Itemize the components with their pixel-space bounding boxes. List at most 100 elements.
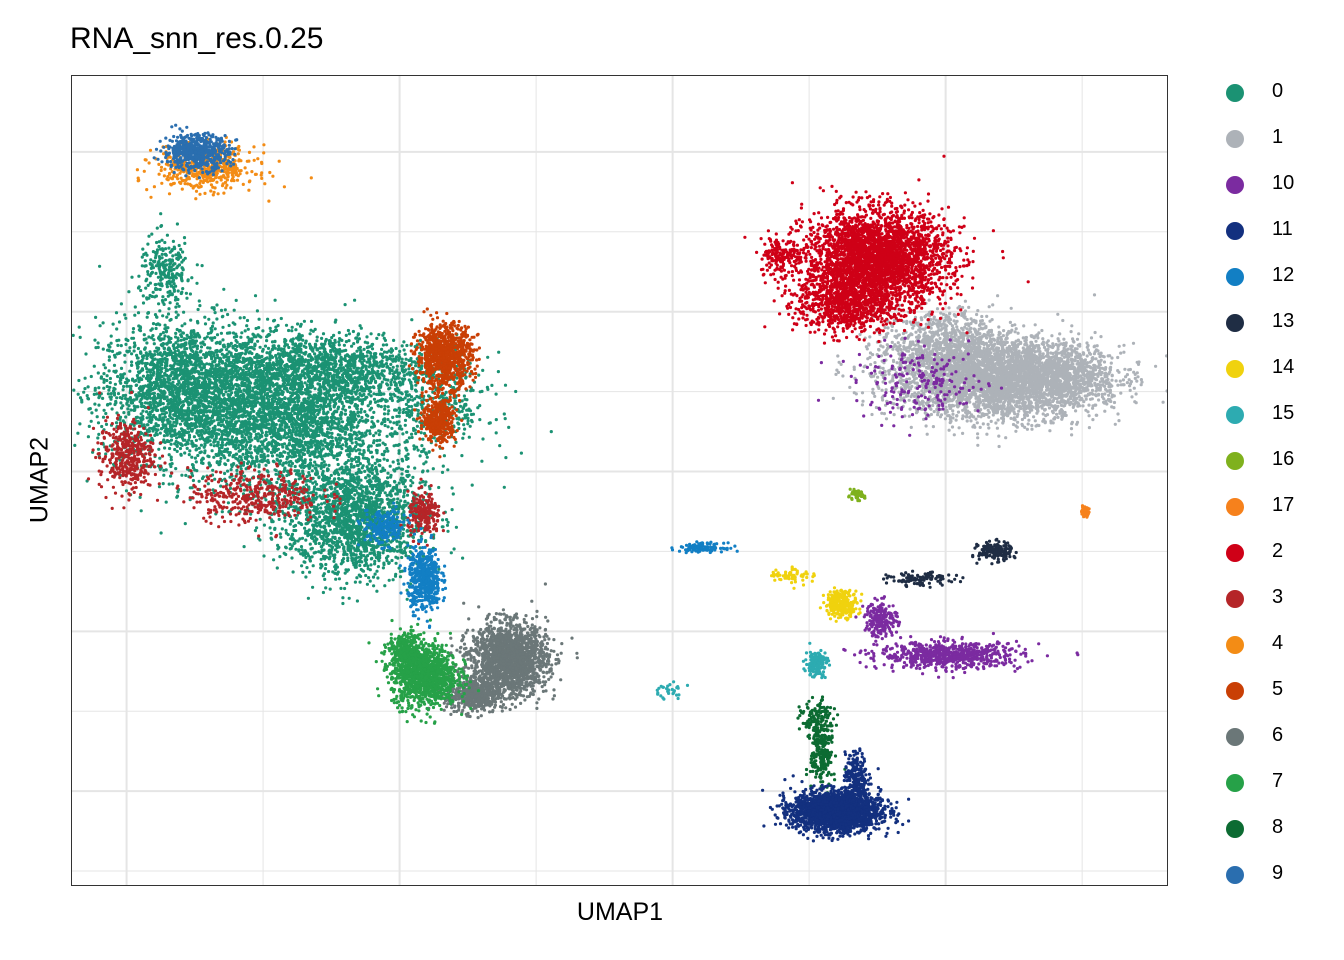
point: [169, 475, 172, 478]
point: [245, 443, 248, 446]
point: [139, 496, 142, 499]
point: [184, 522, 187, 525]
point: [246, 405, 249, 408]
point: [376, 458, 379, 461]
point: [232, 331, 235, 334]
point: [372, 411, 375, 414]
point: [187, 391, 190, 394]
point: [191, 445, 194, 448]
point: [141, 410, 144, 413]
point: [336, 452, 339, 455]
point: [187, 374, 190, 377]
point: [174, 350, 177, 353]
point: [173, 430, 176, 433]
point: [302, 445, 305, 448]
point: [257, 326, 260, 329]
point: [97, 341, 100, 344]
point: [254, 437, 257, 440]
point: [319, 453, 322, 456]
point: [169, 411, 172, 414]
point: [329, 401, 332, 404]
point: [183, 322, 186, 325]
point: [172, 408, 175, 411]
point: [398, 482, 401, 485]
point: [116, 352, 119, 355]
point: [241, 415, 244, 418]
point: [157, 302, 160, 305]
point: [334, 417, 337, 420]
point: [229, 442, 232, 445]
point: [319, 506, 322, 509]
point: [176, 393, 179, 396]
point: [87, 385, 90, 388]
point: [274, 440, 277, 443]
point: [241, 435, 244, 438]
point: [302, 466, 305, 469]
point: [369, 432, 372, 435]
point: [386, 476, 389, 479]
point: [160, 531, 163, 534]
point: [210, 387, 213, 390]
point: [150, 421, 153, 424]
point: [237, 416, 240, 419]
point: [221, 315, 224, 318]
point: [123, 313, 126, 316]
point: [265, 423, 268, 426]
point: [384, 424, 387, 427]
point: [363, 435, 366, 438]
point: [127, 413, 130, 416]
point: [180, 454, 183, 457]
point: [97, 386, 100, 389]
point: [317, 426, 320, 429]
point: [269, 330, 272, 333]
point: [241, 380, 244, 383]
point: [373, 398, 376, 401]
point: [136, 374, 139, 377]
point: [210, 397, 213, 400]
point: [230, 468, 233, 471]
point: [189, 356, 192, 359]
point: [190, 330, 193, 333]
point: [113, 354, 116, 357]
point: [177, 349, 180, 352]
point: [183, 409, 186, 412]
point: [198, 425, 201, 428]
point: [386, 412, 389, 415]
point: [96, 436, 99, 439]
point: [226, 447, 229, 450]
point: [168, 347, 171, 350]
point: [183, 422, 186, 425]
point: [272, 410, 275, 413]
point: [271, 423, 274, 426]
point: [283, 429, 286, 432]
point: [216, 460, 219, 463]
point: [246, 319, 249, 322]
point: [162, 438, 165, 441]
point: [225, 348, 228, 351]
point: [192, 345, 195, 348]
point: [117, 392, 120, 395]
point: [146, 423, 149, 426]
point: [90, 420, 93, 423]
point: [299, 441, 302, 444]
point: [125, 385, 128, 388]
point: [152, 401, 155, 404]
point: [209, 374, 212, 377]
point: [217, 421, 220, 424]
point: [224, 406, 227, 409]
point: [376, 444, 379, 447]
point: [97, 433, 100, 436]
point: [207, 482, 210, 485]
point: [238, 455, 241, 458]
point: [142, 354, 145, 357]
point: [266, 454, 269, 457]
point: [118, 320, 121, 323]
point: [212, 321, 215, 324]
point: [225, 416, 228, 419]
point: [160, 370, 163, 373]
point: [306, 479, 309, 482]
point: [165, 330, 168, 333]
point: [196, 320, 199, 323]
point: [176, 432, 179, 435]
point: [349, 433, 352, 436]
